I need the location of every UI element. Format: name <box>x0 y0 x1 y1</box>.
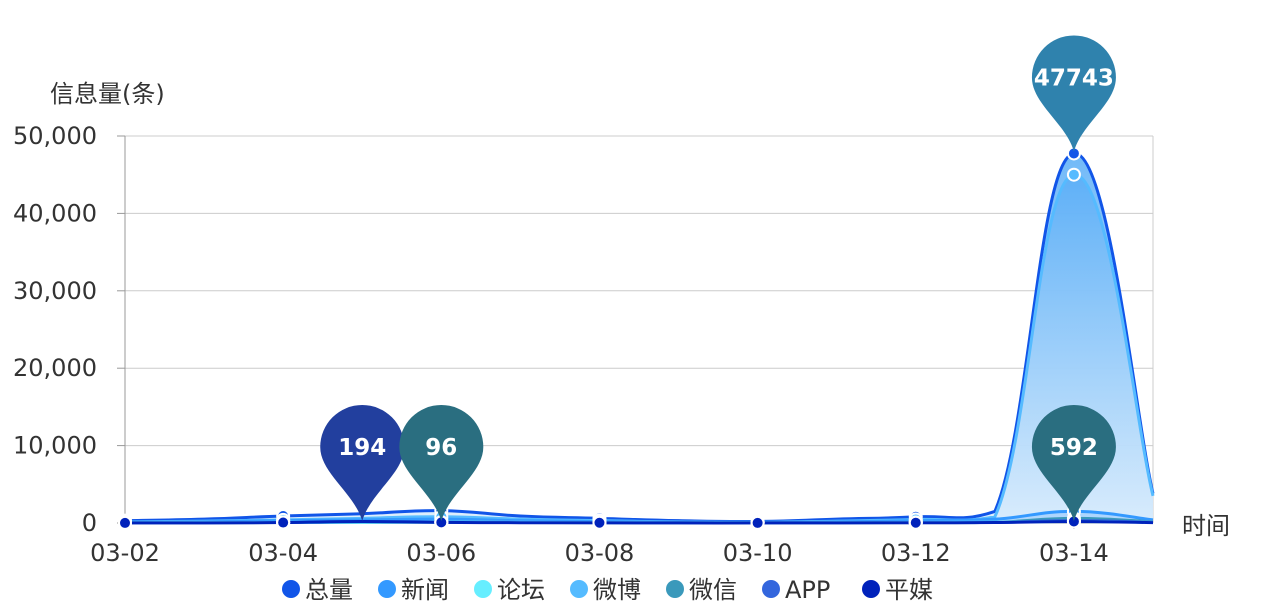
y-tick-label: 40,000 <box>13 199 97 227</box>
legend-item-平媒[interactable]: 平媒 <box>862 576 933 604</box>
x-axis: 03-02 03-04 03-06 03-08 03-10 03-12 03-14 <box>90 522 1153 567</box>
legend-label: APP <box>785 576 830 604</box>
legend-swatch <box>474 580 492 598</box>
legend-label: 平媒 <box>885 576 933 604</box>
x-tick-label: 03-12 <box>881 539 951 567</box>
pin-label: 96 <box>425 435 457 461</box>
pin-marker: 194 <box>320 405 405 521</box>
data-point-平媒 <box>908 515 923 530</box>
legend-item-APP[interactable]: APP <box>762 576 830 604</box>
pin-label: 47743 <box>1034 65 1114 91</box>
legend-swatch <box>862 580 880 598</box>
pin-marker: 47743 <box>1031 35 1116 152</box>
pin-label: 194 <box>338 435 386 461</box>
legend-swatch <box>666 580 684 598</box>
legend-swatch <box>378 580 396 598</box>
legend-item-微博[interactable]: 微博 <box>570 576 641 604</box>
legend-label: 总量 <box>305 576 353 604</box>
pin-shape <box>399 405 484 521</box>
series-line-微博 <box>124 173 1155 524</box>
grid-lines <box>125 135 1154 524</box>
series-line-平媒 <box>124 519 1154 525</box>
legend[interactable]: 总量 新闻 论坛 微博 微信 APP 平媒 <box>282 576 933 604</box>
x-tick-label: 03-06 <box>406 539 476 567</box>
legend-label: 微信 <box>689 576 737 604</box>
markers-layer: 194 96 47743 592 <box>320 35 1116 521</box>
legend-item-新闻[interactable]: 新闻 <box>378 576 449 604</box>
series-line-总量 <box>124 151 1155 524</box>
x-tick-label: 03-04 <box>248 539 318 567</box>
y-tick-label: 30,000 <box>13 277 97 305</box>
x-axis-title: 时间 <box>1182 512 1230 540</box>
pin-shape <box>1031 405 1116 521</box>
pin-marker: 96 <box>399 405 484 521</box>
legend-label: 微博 <box>593 576 641 604</box>
x-tick-label: 03-14 <box>1039 539 1109 567</box>
legend-item-论坛[interactable]: 论坛 <box>474 576 545 604</box>
series-area-微博 <box>125 174 1153 523</box>
legend-swatch <box>762 580 780 598</box>
y-axis: 0 10,000 20,000 30,000 40,000 50,000 <box>13 122 126 537</box>
legend-swatch <box>570 580 588 598</box>
y-tick-label: 20,000 <box>13 354 97 382</box>
legend-label: 新闻 <box>401 576 449 604</box>
data-point-平媒 <box>276 515 291 530</box>
x-tick-label: 03-02 <box>90 539 160 567</box>
y-axis-title: 信息量(条) <box>50 80 165 108</box>
pin-shape <box>1031 35 1116 152</box>
data-point-平媒 <box>592 515 607 530</box>
data-point-平媒 <box>118 515 132 530</box>
legend-item-总量[interactable]: 总量 <box>282 576 353 604</box>
data-point-微博 <box>1066 167 1081 182</box>
x-tick-label: 03-10 <box>723 539 793 567</box>
pin-marker: 592 <box>1031 405 1116 521</box>
y-tick-label: 0 <box>82 509 97 537</box>
pin-shape <box>320 405 405 521</box>
legend-label: 论坛 <box>497 576 545 604</box>
x-tick-label: 03-08 <box>565 539 635 567</box>
y-tick-label: 50,000 <box>13 122 97 150</box>
legend-swatch <box>282 580 300 598</box>
series-area-总量 <box>125 153 1153 523</box>
y-tick-label: 10,000 <box>13 432 97 460</box>
data-point-平媒 <box>750 515 765 530</box>
series-layer <box>124 151 1155 525</box>
pin-label: 592 <box>1050 435 1098 461</box>
points-layer <box>118 146 1081 530</box>
legend-item-微信[interactable]: 微信 <box>666 576 737 604</box>
